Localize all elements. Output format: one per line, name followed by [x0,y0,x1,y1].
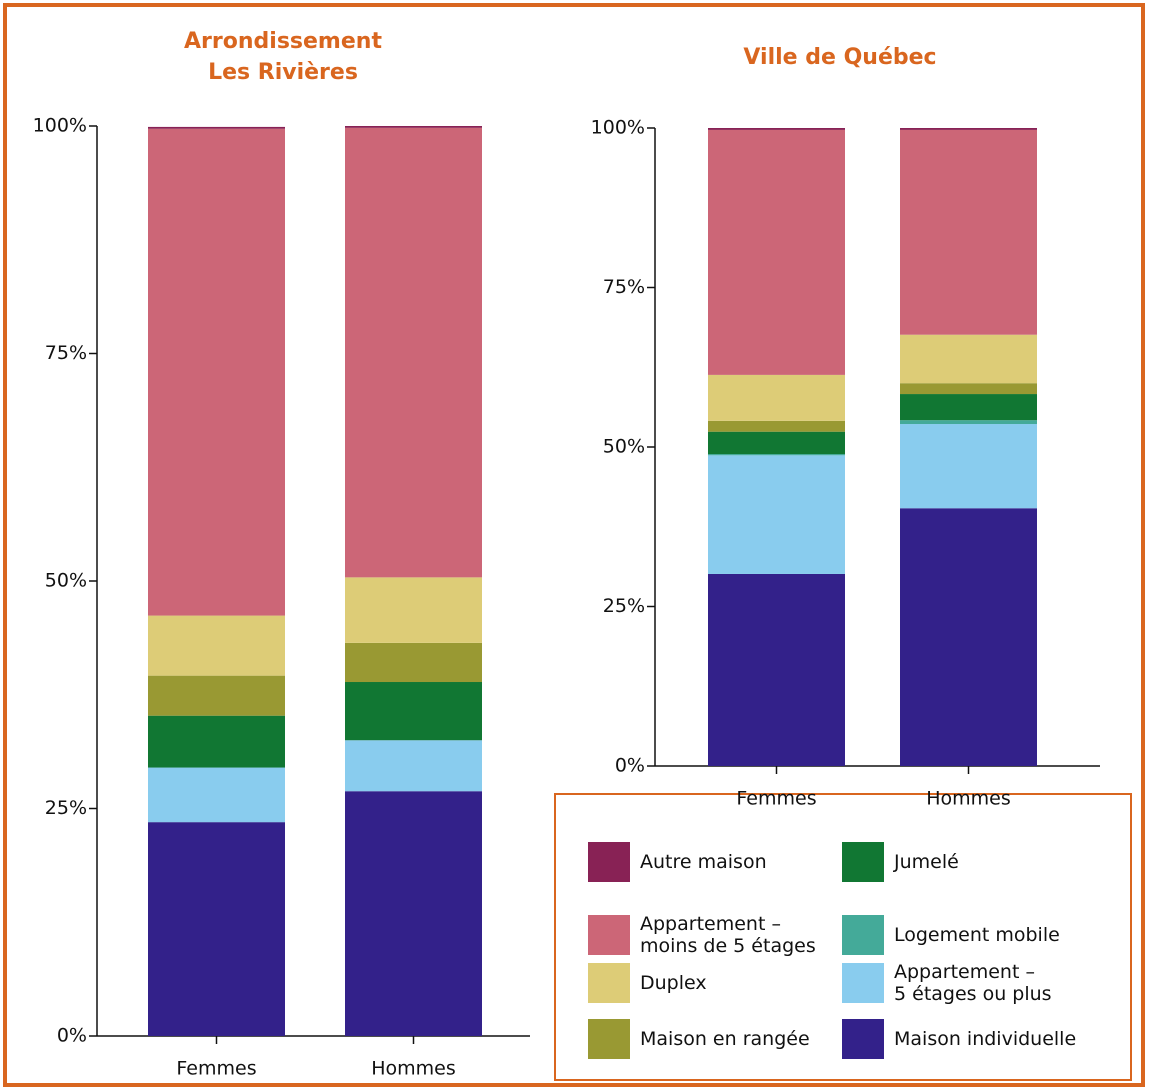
bar-segment [900,334,1037,384]
legend-swatch [842,915,884,955]
bar-segment [708,455,845,574]
bar-segment [900,508,1037,766]
legend-label: Appartement – 5 étages ou plus [894,961,1052,1005]
legend-swatch [588,915,630,955]
bar-segment [708,431,845,455]
y-tick-label: 25% [45,797,87,819]
bar-segment [148,715,285,768]
bar-segment [900,420,1037,425]
legend-label: Appartement – moins de 5 étages [640,913,816,957]
bar-segment [148,767,285,823]
y-tick-label: 50% [603,436,645,458]
legend-label: Autre maison [640,851,767,873]
legend-label: Logement mobile [894,924,1060,946]
bar-segment [345,791,482,1036]
bar-segment [708,420,845,432]
x-tick-label: Hommes [371,1058,456,1080]
legend-box [554,793,1132,1081]
y-tick-label: 75% [45,342,87,364]
y-tick-label: 0% [57,1025,87,1047]
frame [3,3,1145,1087]
bar-segment [148,822,285,1036]
y-tick-label: 50% [45,570,87,592]
legend-label: Maison en rangée [640,1028,810,1050]
bar-segment [900,383,1037,395]
bar-segment [345,642,482,683]
bar-segment [148,126,285,129]
bar-segment [708,128,845,130]
bar-segment [708,573,845,766]
bar-segment [708,129,845,375]
y-tick-label: 100% [591,117,645,139]
x-tick-label: Hommes [926,788,1011,810]
bar-segment [345,682,482,741]
bar-segment [345,127,482,578]
legend-swatch [842,963,884,1003]
x-tick-label: Femmes [736,788,816,810]
chart-title: Arrondissement Les Rivières [184,29,382,85]
bar-segment [345,740,482,792]
legend-swatch [842,842,884,882]
bar-segment [900,394,1037,421]
bar-segment [900,128,1037,130]
legend-swatch [588,1019,630,1059]
legend-label: Jumelé [894,851,959,873]
bar-segment [708,374,845,421]
y-tick-label: 75% [603,276,645,298]
bar-segment [708,454,845,456]
bar-segment [148,675,285,716]
chart-title: Ville de Québec [743,45,937,70]
legend-swatch [842,1019,884,1059]
legend-label: Maison individuelle [894,1028,1077,1050]
legend-swatch [588,963,630,1003]
y-tick-label: 0% [615,755,645,777]
bar-segment [345,577,482,643]
bar-segment [900,424,1037,509]
bar-segment [900,129,1037,335]
bar-segment [345,126,482,128]
x-tick-label: Femmes [176,1058,256,1080]
bar-segment [148,615,285,676]
y-tick-label: 100% [33,115,87,137]
bar-segment [148,128,285,616]
y-tick-label: 25% [603,595,645,617]
legend-label: Duplex [640,972,707,994]
legend-swatch [588,842,630,882]
